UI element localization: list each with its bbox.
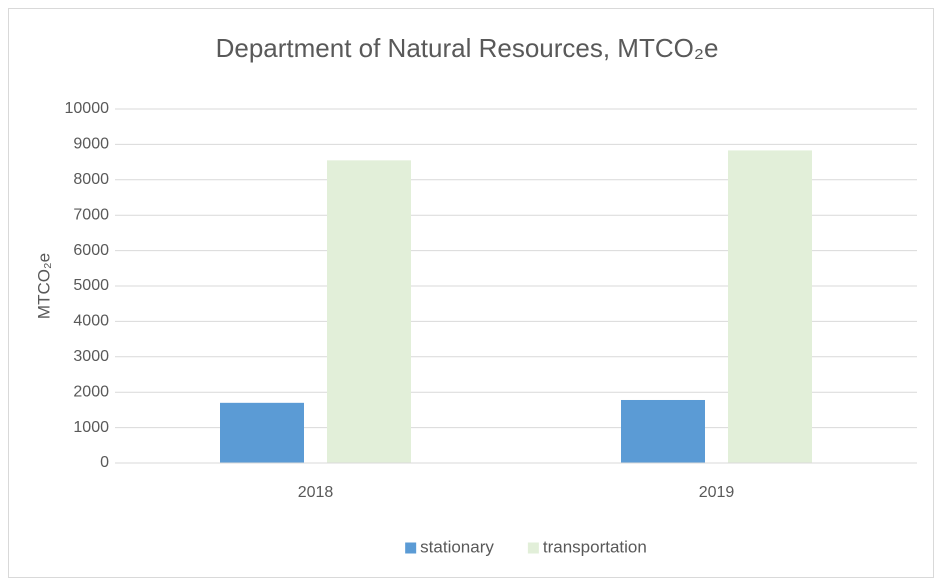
bar: [327, 160, 411, 463]
bar: [621, 399, 705, 463]
y-tick-label: 7000: [73, 206, 109, 223]
y-tick-label: 10000: [65, 100, 110, 117]
x-tick-label: 2019: [699, 484, 735, 501]
y-tick-label: 5000: [73, 277, 109, 294]
y-tick-label: 8000: [73, 171, 109, 188]
y-tick-label: 9000: [73, 136, 109, 153]
x-tick-label: 2018: [298, 484, 334, 501]
y-axis-label: MTCO₂e: [34, 253, 53, 319]
bar: [220, 402, 304, 463]
y-tick-label: 1000: [73, 419, 109, 436]
y-tick-label: 3000: [73, 348, 109, 365]
y-tick-label: 4000: [73, 313, 109, 330]
y-tick-label: 0: [100, 454, 109, 471]
legend-swatch: [405, 542, 417, 554]
legend-label: stationary: [420, 537, 494, 556]
y-tick-label: 2000: [73, 383, 109, 400]
chart-title: Department of Natural Resources, MTCO₂e: [216, 33, 719, 63]
legend-label: transportation: [543, 537, 647, 556]
bar: [728, 150, 812, 463]
legend-swatch: [527, 542, 539, 554]
y-tick-label: 6000: [73, 242, 109, 259]
